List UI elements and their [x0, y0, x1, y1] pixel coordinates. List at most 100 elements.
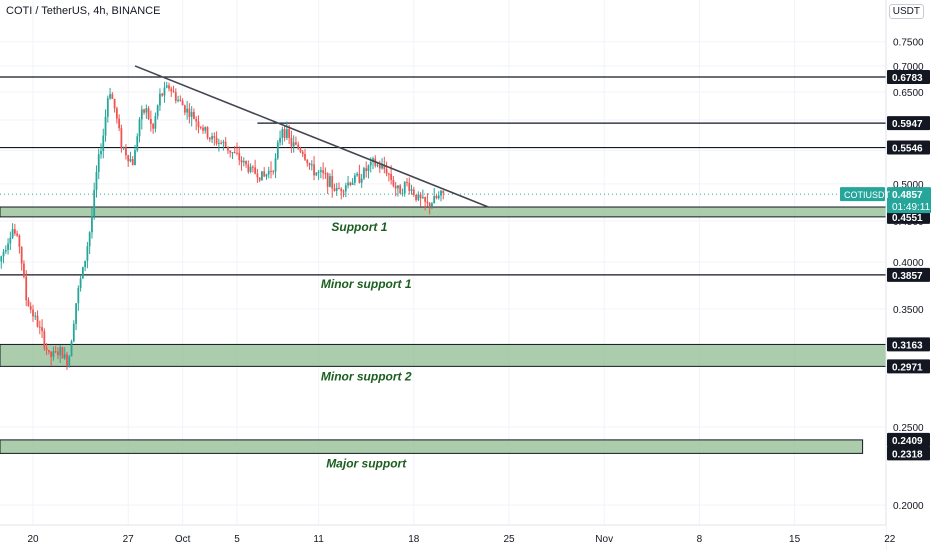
candle-body	[149, 118, 152, 124]
candle-body	[168, 85, 170, 89]
level-price-tag	[887, 267, 930, 282]
time-axis[interactable]: 20 27 Oct 5 11 18 25 Nov 8 15 22	[0, 524, 896, 550]
candle-body	[227, 146, 229, 151]
zone-low-tag-text: 0.2318	[892, 449, 923, 460]
candle-body	[419, 194, 422, 198]
candle-body	[397, 185, 399, 189]
price-tick-label: 0.2500	[893, 423, 924, 434]
candle-body	[356, 173, 359, 176]
candle-body	[417, 194, 420, 200]
symbol-badge	[840, 187, 885, 202]
price-tick-label: 0.2000	[893, 501, 924, 512]
candle-body	[349, 182, 352, 185]
candle-body	[75, 303, 77, 324]
candle-body	[70, 341, 73, 357]
candle-body	[27, 300, 30, 307]
candle-body	[220, 142, 223, 144]
candle-body	[113, 98, 116, 109]
last-price-text: 0.4857	[892, 190, 923, 201]
candle-body	[222, 141, 225, 144]
support-zone	[0, 343, 887, 367]
candle-body	[399, 185, 402, 194]
candle-body	[301, 151, 304, 155]
horizontal-levels	[0, 76, 886, 276]
candle-body	[331, 176, 334, 189]
candle-body	[66, 354, 68, 366]
candle-body	[93, 189, 96, 217]
candle-body	[206, 127, 209, 138]
candle-body	[104, 116, 107, 136]
candle-body	[299, 148, 302, 152]
level-price-tag-text: 0.3857	[892, 271, 923, 282]
candle-body	[317, 171, 320, 173]
price-axis[interactable]: 0.20000.25000.30000.35000.40000.45000.50…	[840, 0, 932, 550]
candle-body	[412, 189, 415, 195]
candle-body	[38, 326, 41, 328]
candle-body	[369, 161, 372, 166]
candle-body	[378, 164, 381, 169]
candle-body	[265, 174, 268, 177]
zone-high-tag	[887, 337, 930, 352]
candle-body	[279, 137, 281, 143]
candle-body	[426, 201, 429, 203]
candle-body	[193, 111, 195, 119]
candle-body	[338, 187, 340, 189]
candle-body	[288, 129, 291, 138]
candle-body	[91, 216, 93, 233]
candle-body	[285, 129, 288, 138]
candle-body	[251, 166, 254, 168]
last-price-tag	[887, 187, 931, 214]
candle-body	[261, 171, 263, 181]
candle-body	[7, 243, 9, 250]
candle-body	[84, 260, 87, 268]
countdown-text: 01:49:11	[892, 202, 931, 213]
zone-low-tag	[887, 446, 930, 461]
price-tick-label: 0.7000	[893, 62, 924, 73]
candle-body	[387, 173, 390, 175]
level-price-tag-text: 0.5546	[892, 144, 923, 155]
candle-body	[319, 170, 322, 172]
candle-body	[326, 173, 329, 187]
candle-body	[424, 197, 427, 202]
level-price-tag	[887, 140, 930, 155]
candle-body	[313, 164, 315, 176]
candle-body	[129, 159, 132, 162]
candle-body	[390, 173, 393, 180]
candle-body	[351, 182, 354, 185]
candle-body	[408, 182, 411, 191]
candle-body	[9, 237, 12, 244]
candle-body	[290, 137, 293, 147]
zone-annotations: Support 1 Minor support 2 Major support Min…	[321, 220, 412, 471]
candle-body	[401, 193, 404, 195]
currency-badge[interactable]: USDT	[888, 4, 924, 19]
time-tick-label: 11	[313, 534, 324, 545]
candle-body	[415, 194, 417, 200]
time-tick-label: 22	[884, 534, 896, 545]
candle-body	[281, 129, 284, 138]
candle-body	[310, 164, 313, 166]
candle-body	[347, 182, 349, 186]
candle-body	[335, 187, 338, 191]
candle-body	[333, 188, 336, 191]
candle-body	[247, 164, 250, 172]
candle-body	[213, 136, 216, 138]
candle-body	[240, 160, 243, 163]
candle-body	[63, 354, 66, 359]
candle-body	[115, 108, 118, 119]
candle-body	[329, 176, 331, 187]
candle-body	[131, 159, 134, 166]
time-axis-bg	[0, 525, 886, 550]
candle-body	[238, 152, 241, 161]
time-tick-label: 8	[697, 534, 703, 545]
candle-body	[147, 108, 150, 119]
candle-body	[161, 93, 164, 96]
candle-body	[16, 233, 19, 236]
candle-body	[152, 123, 155, 129]
candle-body	[47, 349, 50, 352]
candle-body	[156, 105, 159, 117]
candle-body	[274, 158, 277, 172]
time-tick-label: 5	[234, 534, 240, 545]
zone-low-tag-text: 0.4551	[892, 213, 923, 224]
zone-label: Support 1	[331, 220, 387, 234]
